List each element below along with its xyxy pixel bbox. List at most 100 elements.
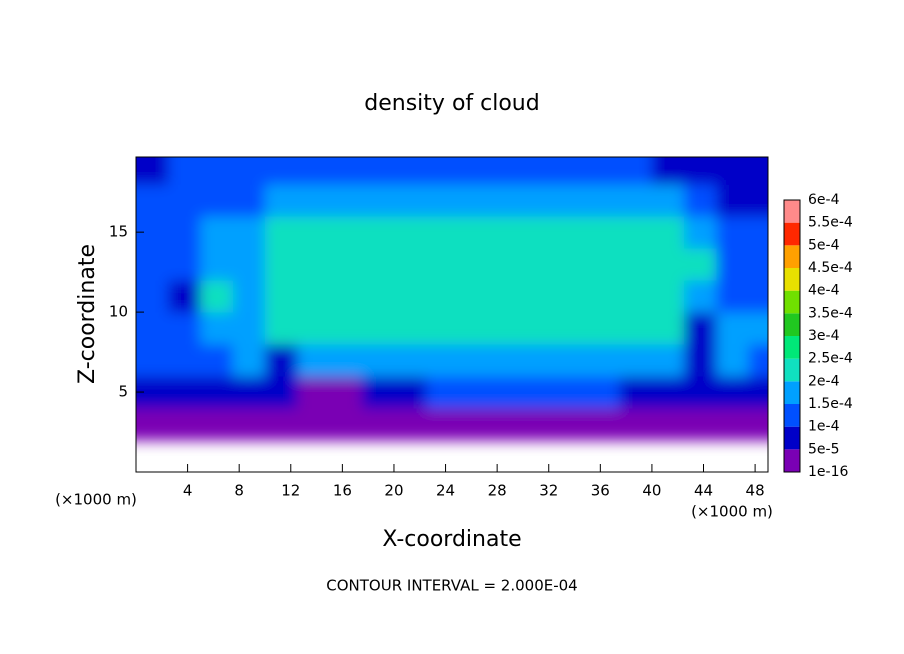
heat-cell [490,216,524,249]
heat-cell [651,408,685,441]
heat-cell [426,184,459,217]
heat-cell [297,376,330,409]
heat-cell [168,216,201,249]
colorbar-swatch [784,426,800,450]
heat-cell [748,216,768,249]
heat-cell [716,157,750,185]
heat-cell [684,408,717,441]
heat-cell [522,312,556,345]
colorbar-swatch [784,222,800,246]
annotation: CONTOUR INTERVAL = 2.000E-04 [326,577,577,595]
heatmap-field [136,157,768,441]
heat-cell [684,376,717,409]
heat-cell [361,312,395,345]
colorbar-swatch [784,404,800,427]
x-tick-label: 12 [281,482,300,500]
heat-cell [297,157,330,185]
heat-cell [297,184,330,217]
heat-cell [168,184,201,217]
heat-cell [264,157,298,185]
heat-cell [264,216,298,249]
heat-cell [426,216,459,249]
heat-cell [232,248,266,281]
heat-cell [426,344,459,377]
heat-cell [136,344,169,377]
x-tick-label: 36 [591,482,610,500]
heat-cell [264,184,298,217]
colorbar-label: 1e-4 [808,419,840,435]
heat-cell [587,312,621,345]
heat-cell [587,344,621,377]
heat-cell [329,312,363,345]
heat-cell [684,184,717,217]
colorbar-label: 2.5e-4 [808,351,853,367]
heat-cell [200,280,234,313]
heat-cell [555,344,588,377]
heat-cell [361,280,395,313]
heat-cell [522,184,556,217]
heat-cell [329,376,363,409]
heat-cell [232,408,266,441]
colorbar-swatch [784,200,800,223]
heat-cell [490,344,524,377]
colorbar-label: 3.5e-4 [808,305,853,321]
heat-cell [168,408,201,441]
heat-cell [168,312,201,345]
colorbar-swatch [784,313,800,336]
heat-cell [555,157,588,185]
colorbar-label: 2e-4 [808,373,840,389]
heat-cell [426,408,459,441]
chart-title: density of cloud [364,91,539,116]
heatmap [136,157,768,441]
heat-cell [232,157,266,185]
heat-cell [136,157,169,185]
x-axis-label: X-coordinate [382,527,521,552]
heat-cell [458,376,492,409]
heat-cell [651,376,685,409]
heat-cell [329,344,363,377]
heat-cell [619,344,653,377]
heat-cell [361,216,395,249]
heat-cell [168,344,201,377]
heat-cell [264,248,298,281]
heat-cell [716,376,750,409]
heat-cell [393,157,427,185]
heat-cell [619,248,653,281]
x-tick-label: 20 [384,482,403,500]
heat-cell [651,344,685,377]
heat-cell [297,280,330,313]
heat-cell [329,280,363,313]
heat-cell [651,157,685,185]
heat-cell [297,312,330,345]
heat-cell [297,408,330,441]
heat-cell [619,408,653,441]
heat-cell [361,376,395,409]
heat-cell [522,157,556,185]
x-tick-label: 24 [436,482,455,500]
heat-cell [587,157,621,185]
heat-cell [587,408,621,441]
heat-cell [168,157,201,185]
colorbar-swatch [784,449,800,472]
heat-cell [136,184,169,217]
heat-cell [297,248,330,281]
heat-cell [458,157,492,185]
heat-cell [748,280,768,313]
heat-cell [393,408,427,441]
heat-cell [458,312,492,345]
heat-cell [651,312,685,345]
colorbar-label: 1e-16 [808,464,848,480]
x-tick-label: 8 [234,482,244,500]
heat-cell [426,312,459,345]
heat-cell [748,376,768,409]
heat-cell [329,157,363,185]
heat-cell [522,408,556,441]
heat-cell [393,376,427,409]
heat-cell [748,184,768,217]
heat-cell [264,376,298,409]
colorbar-label: 5e-5 [808,441,839,457]
heat-cell [200,216,234,249]
heat-cell [136,408,169,441]
heat-cell [329,184,363,217]
